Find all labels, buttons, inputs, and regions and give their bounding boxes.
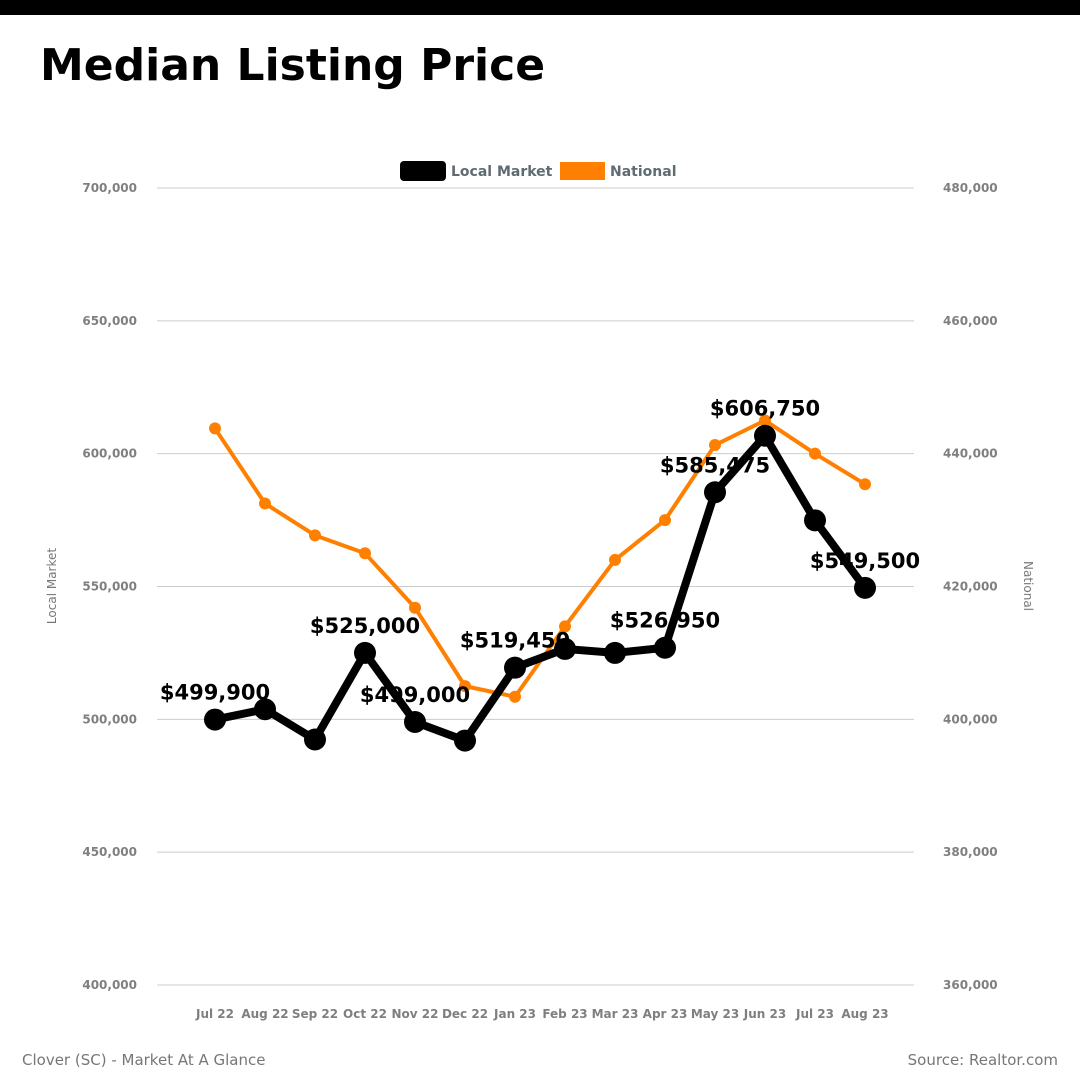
data-label-local: $499,000 — [360, 683, 470, 707]
data-label-local: $526,950 — [610, 609, 720, 633]
footer-source: Source: Realtor.com — [908, 1051, 1058, 1069]
series-line-local — [215, 436, 865, 741]
x-tick-label: Nov 22 — [392, 1007, 439, 1021]
data-label-local: $606,750 — [710, 397, 820, 421]
point-local — [504, 657, 526, 679]
right-axis: 360,000 380,000 400,000 420,000 440,000 460,0… — [943, 181, 998, 992]
legend-label-local: Local Market — [451, 164, 553, 180]
x-tick-label: Jul 23 — [795, 1007, 834, 1021]
point-local — [654, 637, 676, 659]
point-local — [854, 577, 876, 599]
right-tick-label: 360,000 — [943, 978, 998, 992]
point-local — [754, 425, 776, 447]
x-tick-label: Feb 23 — [542, 1007, 587, 1021]
legend-swatch-national — [560, 162, 605, 180]
x-tick-label: Oct 22 — [343, 1007, 387, 1021]
right-tick-label: 460,000 — [943, 314, 998, 328]
x-tick-label: Jun 23 — [743, 1007, 786, 1021]
point-national — [609, 554, 621, 566]
left-tick-label: 650,000 — [82, 314, 137, 328]
x-axis: Jul 22 Aug 22 Sep 22 Oct 22 Nov 22 Dec 22 Jan … — [195, 1007, 889, 1021]
data-label-local: $499,900 — [160, 681, 270, 705]
footer-market: Clover (SC) - Market At A Glance — [22, 1051, 265, 1069]
point-local — [804, 509, 826, 531]
point-local — [354, 642, 376, 664]
point-national — [809, 448, 821, 460]
left-tick-label: 500,000 — [82, 712, 137, 726]
point-national — [709, 439, 721, 451]
x-tick-label: Jan 23 — [493, 1007, 536, 1021]
left-tick-label: 700,000 — [82, 181, 137, 195]
data-label-local: $519,450 — [460, 629, 570, 653]
x-tick-label: Mar 23 — [592, 1007, 639, 1021]
gridlines — [157, 188, 914, 985]
x-tick-label: Aug 22 — [241, 1007, 288, 1021]
right-tick-label: 400,000 — [943, 712, 998, 726]
left-tick-label: 400,000 — [82, 978, 137, 992]
point-local — [454, 730, 476, 752]
legend-label-national: National — [610, 164, 677, 180]
x-tick-label: Jul 22 — [195, 1007, 234, 1021]
point-national — [509, 691, 521, 703]
right-tick-label: 380,000 — [943, 845, 998, 859]
legend-swatch-local — [400, 161, 446, 181]
right-tick-label: 480,000 — [943, 181, 998, 195]
x-tick-label: Apr 23 — [643, 1007, 688, 1021]
data-label-local: $525,000 — [310, 614, 420, 638]
point-local — [204, 709, 226, 731]
data-label-local: $549,500 — [810, 549, 920, 573]
point-national — [309, 529, 321, 541]
left-tick-label: 450,000 — [82, 845, 137, 859]
x-tick-label: May 23 — [691, 1007, 739, 1021]
point-national — [259, 497, 271, 509]
right-tick-label: 440,000 — [943, 447, 998, 461]
left-axis: 400,000 450,000 500,000 550,000 600,000 650,0… — [82, 181, 137, 992]
point-national — [659, 514, 671, 526]
point-national — [409, 602, 421, 614]
point-national — [859, 478, 871, 490]
point-local — [404, 711, 426, 733]
point-local — [304, 729, 326, 751]
left-tick-label: 550,000 — [82, 580, 137, 594]
legend: Local Market National — [400, 161, 677, 181]
x-tick-label: Sep 22 — [292, 1007, 338, 1021]
left-tick-label: 600,000 — [82, 447, 137, 461]
x-tick-label: Aug 23 — [841, 1007, 888, 1021]
left-axis-title: Local Market — [45, 548, 59, 624]
right-axis-title: National — [1021, 561, 1035, 611]
series-layer — [204, 414, 876, 751]
point-local — [704, 481, 726, 503]
x-tick-label: Dec 22 — [442, 1007, 488, 1021]
point-local — [604, 642, 626, 664]
chart: 400,000 450,000 500,000 550,000 600,000 650,0… — [0, 0, 1080, 1080]
point-national — [359, 547, 371, 559]
point-national — [209, 422, 221, 434]
right-tick-label: 420,000 — [943, 580, 998, 594]
data-label-local: $585,475 — [660, 453, 770, 477]
